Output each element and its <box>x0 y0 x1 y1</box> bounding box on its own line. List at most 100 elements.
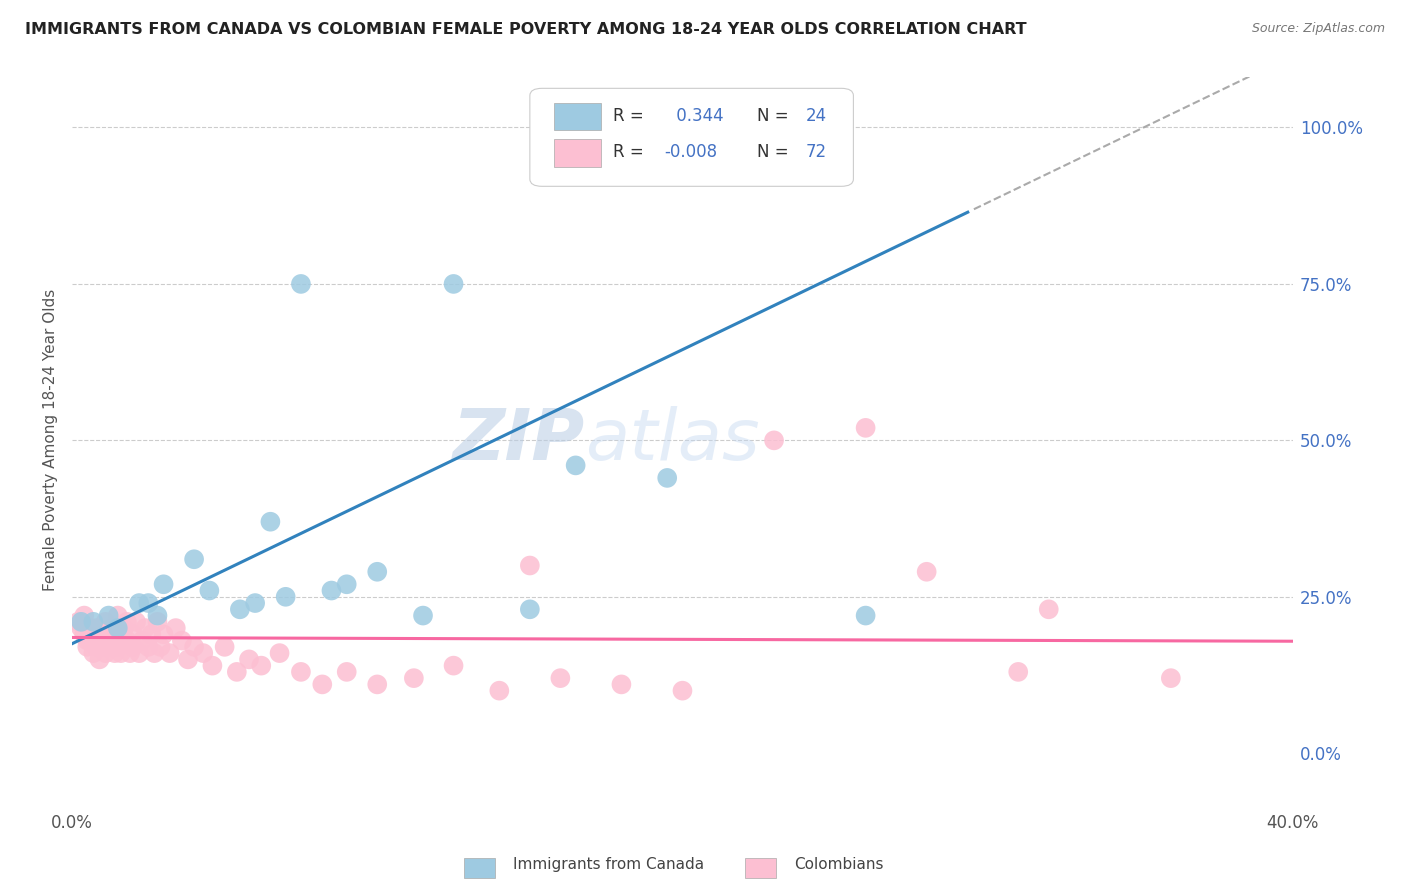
Point <box>122 627 145 641</box>
Point <box>225 665 247 679</box>
Point <box>243 596 266 610</box>
Point <box>104 646 127 660</box>
Point <box>250 658 273 673</box>
Point <box>321 583 343 598</box>
Point <box>73 627 96 641</box>
Text: IMMIGRANTS FROM CANADA VS COLOMBIAN FEMALE POVERTY AMONG 18-24 YEAR OLDS CORRELA: IMMIGRANTS FROM CANADA VS COLOMBIAN FEMA… <box>25 22 1026 37</box>
Point <box>915 565 938 579</box>
Point <box>89 633 111 648</box>
Point <box>214 640 236 654</box>
Point <box>107 608 129 623</box>
Point <box>366 565 388 579</box>
Point <box>82 646 104 660</box>
Point <box>855 421 877 435</box>
Point <box>86 621 108 635</box>
FancyBboxPatch shape <box>530 88 853 186</box>
Point <box>855 608 877 623</box>
Point <box>519 558 541 573</box>
Point <box>146 608 169 623</box>
Bar <box>554 139 600 167</box>
Point <box>412 608 434 623</box>
Point <box>128 596 150 610</box>
Point <box>79 621 101 635</box>
Text: R =: R = <box>613 107 650 125</box>
Point <box>76 640 98 654</box>
Point <box>290 277 312 291</box>
Point <box>128 646 150 660</box>
Point <box>201 658 224 673</box>
Point <box>104 633 127 648</box>
Point <box>131 633 153 648</box>
Point <box>100 621 122 635</box>
Point <box>115 615 138 629</box>
Text: Colombians: Colombians <box>794 857 884 872</box>
Point <box>136 640 159 654</box>
Point <box>259 515 281 529</box>
Point <box>671 683 693 698</box>
Point <box>110 627 132 641</box>
Point <box>67 615 90 629</box>
Point <box>115 633 138 648</box>
Point <box>1038 602 1060 616</box>
Text: R =: R = <box>613 144 650 161</box>
Point <box>519 602 541 616</box>
Point <box>1007 665 1029 679</box>
Point <box>112 621 135 635</box>
Point <box>159 646 181 660</box>
Point <box>82 615 104 629</box>
Point <box>149 640 172 654</box>
Point <box>89 652 111 666</box>
Point <box>198 583 221 598</box>
Bar <box>554 103 600 130</box>
Point <box>336 665 359 679</box>
Point <box>76 633 98 648</box>
Point <box>86 640 108 654</box>
Y-axis label: Female Poverty Among 18-24 Year Olds: Female Poverty Among 18-24 Year Olds <box>44 289 58 591</box>
Point <box>125 615 148 629</box>
Point <box>118 646 141 660</box>
Point <box>82 627 104 641</box>
Point <box>488 683 510 698</box>
Point <box>1160 671 1182 685</box>
Point <box>274 590 297 604</box>
Point <box>141 627 163 641</box>
Point <box>73 608 96 623</box>
Point <box>564 458 586 473</box>
Point <box>183 640 205 654</box>
Text: Immigrants from Canada: Immigrants from Canada <box>513 857 704 872</box>
Point <box>336 577 359 591</box>
Text: ZIP: ZIP <box>453 406 585 475</box>
Point <box>550 671 572 685</box>
Point <box>311 677 333 691</box>
Point <box>97 627 120 641</box>
Text: 24: 24 <box>806 107 827 125</box>
Point <box>134 621 156 635</box>
Point <box>238 652 260 666</box>
Point <box>443 658 465 673</box>
Text: 72: 72 <box>806 144 827 161</box>
Text: N =: N = <box>756 144 794 161</box>
Point <box>152 577 174 591</box>
Point <box>170 633 193 648</box>
Text: 0.344: 0.344 <box>672 107 724 125</box>
Point <box>152 627 174 641</box>
Point <box>91 627 114 641</box>
Point <box>763 434 786 448</box>
Point <box>91 640 114 654</box>
Point <box>136 596 159 610</box>
Point <box>107 640 129 654</box>
Point <box>107 621 129 635</box>
Point <box>193 646 215 660</box>
Point <box>366 677 388 691</box>
Text: -0.008: -0.008 <box>664 144 717 161</box>
Point <box>110 646 132 660</box>
Point <box>146 615 169 629</box>
Point <box>443 277 465 291</box>
Point <box>657 471 679 485</box>
Point <box>70 615 93 629</box>
Point <box>94 646 117 660</box>
Text: atlas: atlas <box>585 406 759 475</box>
Point <box>402 671 425 685</box>
Point <box>177 652 200 666</box>
Point <box>70 621 93 635</box>
